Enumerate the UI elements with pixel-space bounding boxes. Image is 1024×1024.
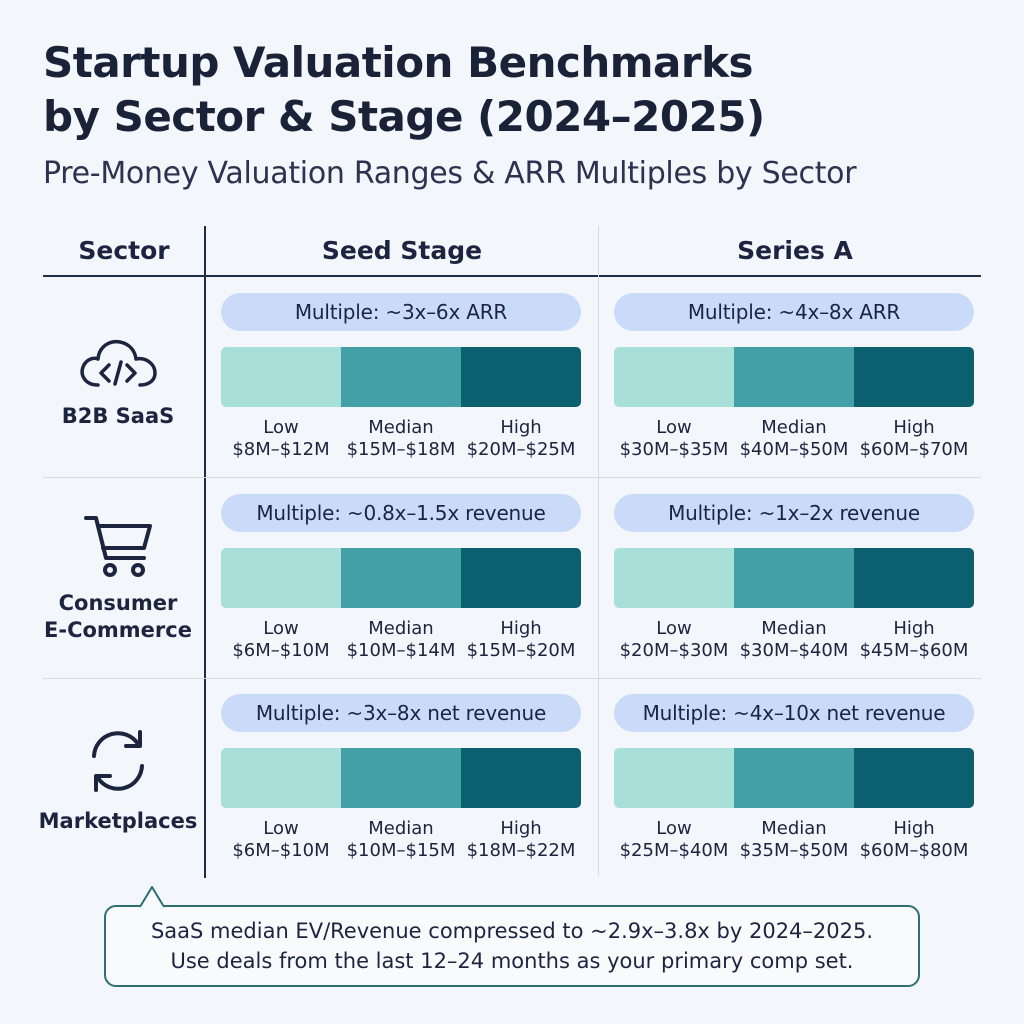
sector-consumer-ecommerce: Consumer E-Commerce	[30, 512, 206, 644]
title-line-2: by Sector & Stage (2024–2025)	[43, 92, 765, 141]
high-segment	[854, 748, 974, 808]
low-segment	[221, 548, 341, 608]
low-label: Low $20M–$30M	[619, 618, 729, 661]
row-divider	[43, 477, 981, 478]
column-header-seed: Seed Stage	[321, 236, 483, 265]
sector-name: Consumer E-Commerce	[44, 591, 192, 642]
high-segment	[854, 548, 974, 608]
title-line-1: Startup Valuation Benchmarks	[43, 38, 754, 87]
median-label: Median $30M–$40M	[739, 618, 849, 661]
high-label: High $15M–$20M	[466, 618, 576, 661]
low-segment	[614, 748, 734, 808]
median-segment	[734, 548, 854, 608]
refresh-arrows-icon	[92, 730, 144, 792]
high-segment	[461, 748, 581, 808]
median-label: Median $40M–$50M	[739, 417, 849, 460]
low-label: Low $8M–$12M	[232, 417, 330, 460]
header-divider	[43, 275, 981, 277]
seed-b2b-saas: Multiple: ~3x–6x ARR Low $8M–$12M Median $…	[221, 293, 581, 461]
row-divider	[43, 678, 981, 679]
sector-name: Marketplaces	[38, 809, 198, 833]
high-segment	[854, 347, 974, 407]
low-segment	[614, 548, 734, 608]
cloud-code-icon	[80, 339, 157, 387]
median-segment	[341, 347, 461, 407]
sector-marketplaces: Marketplaces	[30, 726, 206, 835]
stage-column-divider	[598, 226, 599, 876]
seed-consumer-ecommerce: Multiple: ~0.8x–1.5x revenue Low $6M–$10M…	[221, 494, 581, 662]
valuation-range-bar	[221, 748, 581, 808]
seed-marketplaces: Multiple: ~3x–8x net revenue Low $6M–$10M…	[221, 694, 581, 862]
high-label: High $60M–$80M	[859, 818, 969, 861]
median-segment	[734, 748, 854, 808]
sector-name: B2B SaaS	[61, 404, 175, 428]
series-a-b2b-saas: Multiple: ~4x–8x ARR Low $30M–$35M Median…	[614, 293, 974, 461]
high-label: High $18M–$22M	[466, 818, 576, 861]
note-line-2: Use deals from the last 12–24 months as …	[170, 949, 854, 973]
multiple-badge: Multiple: ~4x–10x net revenue	[614, 694, 974, 732]
valuation-range-bar	[221, 548, 581, 608]
multiple-badge: Multiple: ~0.8x–1.5x revenue	[221, 494, 581, 532]
median-segment	[341, 548, 461, 608]
median-label: Median $35M–$50M	[739, 818, 849, 861]
low-segment	[614, 347, 734, 407]
median-segment	[734, 347, 854, 407]
high-label: High $60M–$70M	[859, 417, 969, 460]
low-segment	[221, 748, 341, 808]
median-label: Median $15M–$18M	[346, 417, 456, 460]
callout-note: SaaS median EV/Revenue compressed to ~2.…	[104, 905, 920, 987]
note-line-1: SaaS median EV/Revenue compressed to ~2.…	[150, 919, 874, 943]
multiple-badge: Multiple: ~3x–8x net revenue	[221, 694, 581, 732]
median-label: Median $10M–$15M	[346, 818, 456, 861]
low-label: Low $30M–$35M	[619, 417, 729, 460]
page-subtitle: Pre-Money Valuation Ranges & ARR Multipl…	[43, 156, 857, 191]
high-label: High $20M–$25M	[466, 417, 576, 460]
median-label: Median $10M–$14M	[346, 618, 456, 661]
high-label: High $45M–$60M	[859, 618, 969, 661]
column-header-series-a: Series A	[737, 236, 853, 265]
valuation-range-bar	[614, 347, 974, 407]
series-a-consumer-ecommerce: Multiple: ~1x–2x revenue Low $20M–$30M Me…	[614, 494, 974, 662]
valuation-range-bar	[614, 748, 974, 808]
low-segment	[221, 347, 341, 407]
multiple-badge: Multiple: ~1x–2x revenue	[614, 494, 974, 532]
valuation-range-bar	[221, 347, 581, 407]
sector-column-divider	[204, 226, 206, 878]
callout-pointer-icon	[140, 886, 165, 909]
high-segment	[461, 548, 581, 608]
sector-b2b-saas: B2B SaaS	[30, 335, 206, 430]
valuation-range-bar	[614, 548, 974, 608]
column-header-sector: Sector	[78, 236, 170, 265]
page-title: Startup Valuation Benchmarks by Sector &…	[43, 36, 1003, 144]
low-label: Low $25M–$40M	[619, 818, 729, 861]
shopping-cart-icon	[84, 516, 152, 577]
series-a-marketplaces: Multiple: ~4x–10x net revenue Low $25M–$4…	[614, 694, 974, 862]
low-label: Low $6M–$10M	[232, 818, 330, 861]
low-label: Low $6M–$10M	[232, 618, 330, 661]
median-segment	[341, 748, 461, 808]
multiple-badge: Multiple: ~3x–6x ARR	[221, 293, 581, 331]
high-segment	[461, 347, 581, 407]
multiple-badge: Multiple: ~4x–8x ARR	[614, 293, 974, 331]
